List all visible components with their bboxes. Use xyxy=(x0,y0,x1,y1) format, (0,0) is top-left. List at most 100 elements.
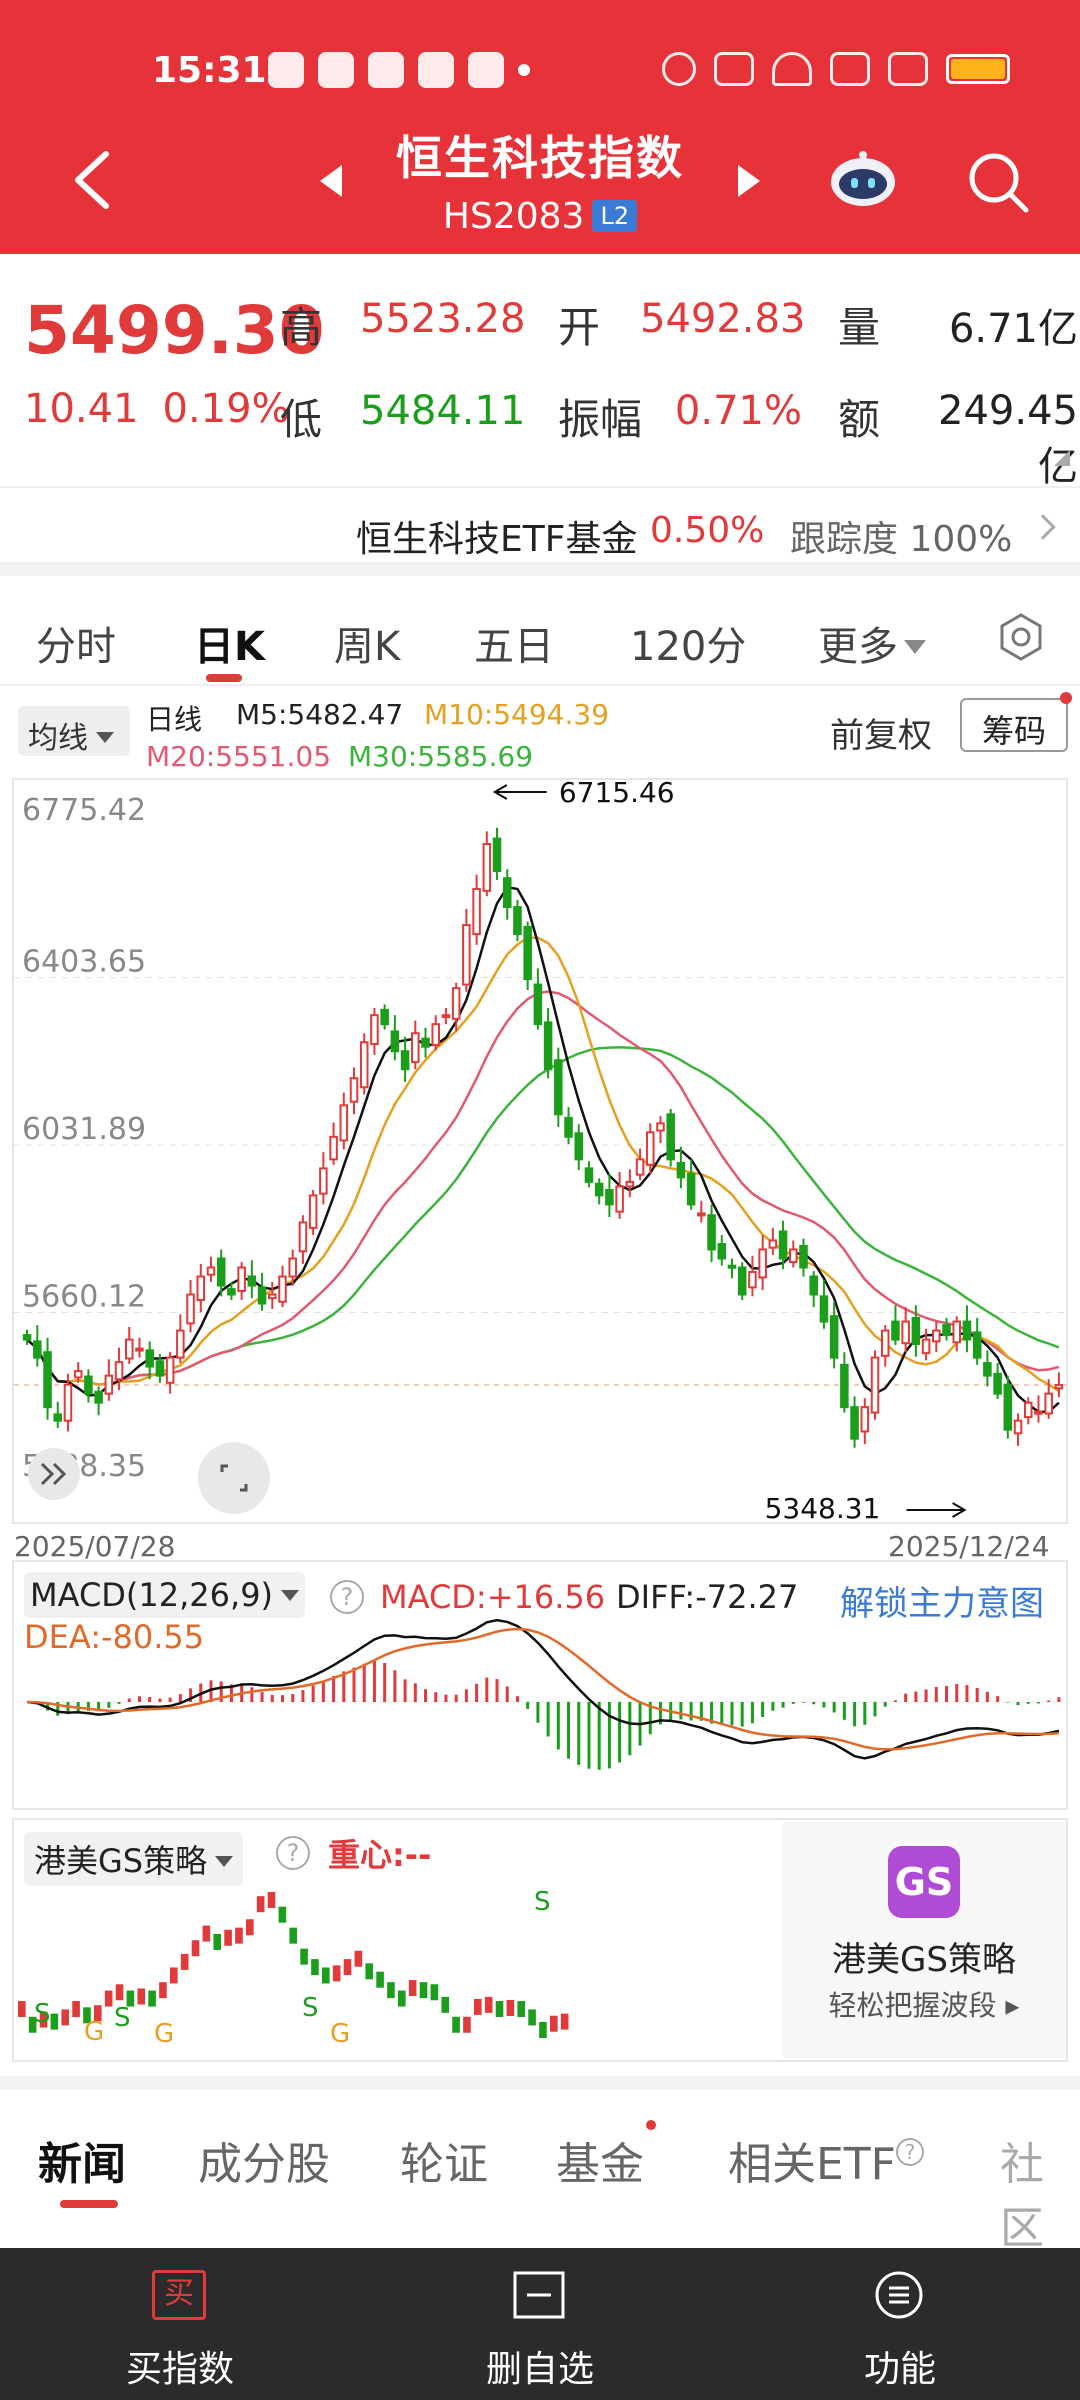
gs-bar xyxy=(72,2001,80,2018)
search-icon[interactable] xyxy=(966,150,1030,214)
candle-body xyxy=(574,1132,584,1161)
gs-bar xyxy=(311,1959,319,1976)
candle-body xyxy=(594,1182,604,1197)
candle-body xyxy=(564,1116,573,1138)
max-arrow-head xyxy=(492,784,508,800)
expand-chart-icon[interactable] xyxy=(198,1442,270,1514)
macd-svg xyxy=(14,1618,1066,1770)
gs-signal-mark: G xyxy=(154,2019,174,2049)
app-notification-icon xyxy=(368,52,404,88)
tab-weekly-k[interactable]: 周K xyxy=(334,624,401,670)
gs-bar xyxy=(202,1925,211,1942)
gs-bar xyxy=(235,1927,243,1944)
candle-body xyxy=(993,1372,1002,1395)
open-value: 5492.83 xyxy=(640,296,806,342)
low-value: 5484.11 xyxy=(360,388,526,434)
candle-body xyxy=(921,1338,931,1355)
next-stock-arrow-icon[interactable] xyxy=(738,165,760,197)
prev-stock-arrow-icon[interactable] xyxy=(320,165,342,197)
candle-body xyxy=(1054,1383,1064,1390)
candle-body xyxy=(359,1041,369,1089)
candle-body xyxy=(124,1338,134,1360)
functions-button[interactable]: 功能 xyxy=(720,2248,1080,2400)
macd-chart[interactable] xyxy=(12,1560,1068,1810)
help-icon[interactable]: ? xyxy=(276,1836,310,1870)
ma-line xyxy=(26,885,1060,1413)
candle-body xyxy=(298,1221,308,1253)
macd-selector[interactable]: MACD(12,26,9) xyxy=(24,1572,306,1618)
tab-warrants[interactable]: 轮证 xyxy=(400,2139,488,2190)
gs-bar xyxy=(528,2009,536,2026)
ma30-value: M30:5585.69 xyxy=(348,740,534,773)
gs-bar xyxy=(560,2013,569,2030)
gs-bar xyxy=(387,1982,395,1999)
candle-body xyxy=(901,1320,910,1345)
macd-selector-label: MACD(12,26,9) xyxy=(30,1576,274,1614)
gs-promo-card[interactable]: GS 港美GS策略 轻松把握波段 ▸ xyxy=(782,1822,1066,2058)
chart-settings-icon[interactable] xyxy=(996,612,1046,662)
tab-intraday[interactable]: 分时 xyxy=(36,624,116,670)
chip-distribution-button[interactable]: 筹码 xyxy=(960,698,1068,752)
candle-body xyxy=(840,1363,849,1409)
indicator-selector[interactable]: 均线 xyxy=(18,706,130,756)
ma20-value: M20:5551.05 xyxy=(146,740,332,773)
gs-selector[interactable]: 港美GS策略 xyxy=(24,1832,244,1886)
tab-related-etf[interactable]: 相关ETF xyxy=(728,2139,896,2190)
tab-daily-k[interactable]: 日K xyxy=(194,624,265,670)
help-icon[interactable]: ? xyxy=(896,2138,924,2166)
tab-news[interactable]: 新闻 xyxy=(38,2139,126,2190)
candle-body xyxy=(829,1315,839,1359)
tab-five-day[interactable]: 五日 xyxy=(474,624,554,670)
candle-body xyxy=(339,1104,349,1142)
stock-code: HS2083 L2 xyxy=(0,196,1080,237)
buy-index-button[interactable]: 买 买指数 xyxy=(0,2248,360,2400)
tab-community[interactable]: 社区 xyxy=(1000,2139,1044,2254)
candle-body xyxy=(155,1360,165,1377)
back-arrow-icon[interactable] xyxy=(70,150,114,210)
candle-body xyxy=(983,1362,992,1377)
gs-bar xyxy=(115,1984,124,2001)
remove-watchlist-button[interactable]: 删自选 xyxy=(360,2248,720,2400)
candle-body xyxy=(227,1288,236,1296)
related-etf-bar[interactable]: 恒生科技ETF基金 0.50% 跟踪度 100% xyxy=(0,486,1080,576)
notification-dot xyxy=(646,2120,656,2130)
unlock-link[interactable]: 解锁主力意图 xyxy=(840,1584,1044,1624)
gs-bar xyxy=(430,1984,439,2001)
candle-body xyxy=(656,1122,665,1132)
signal-4g-icon xyxy=(830,52,870,86)
gs-bar xyxy=(28,2016,37,2033)
candle-body xyxy=(380,1008,389,1026)
tab-funds[interactable]: 基金 xyxy=(556,2139,644,2190)
app-notification-icon xyxy=(318,52,354,88)
expand-corner-icon[interactable] xyxy=(1054,450,1070,466)
adjust-mode[interactable]: 前复权 xyxy=(830,716,932,756)
gs-bar xyxy=(159,1982,167,1999)
gs-bar xyxy=(213,1933,222,1950)
gs-bar xyxy=(289,1927,298,1944)
candle-body xyxy=(748,1271,757,1289)
candle-body xyxy=(1023,1401,1033,1419)
candle-body xyxy=(758,1248,767,1279)
gs-bar xyxy=(441,1996,450,2013)
gs-promo-title: 港美GS策略 xyxy=(832,1940,1016,1980)
candle-body xyxy=(451,987,461,1020)
more-notifications-icon xyxy=(518,64,530,76)
gs-promo-subtitle: 轻松把握波段 ▸ xyxy=(828,1989,1020,2022)
kline-chart[interactable]: 6775.42 6403.65 6031.89 5660.12 5288.35 6715… xyxy=(12,778,1068,1524)
gs-bar xyxy=(365,1963,374,1980)
tab-more[interactable]: 更多 xyxy=(818,614,926,672)
amount-value: 249.45亿 xyxy=(938,388,1078,490)
tab-120min[interactable]: 120分 xyxy=(630,624,747,670)
gs-bar xyxy=(126,1990,135,2007)
candle-body xyxy=(186,1293,195,1325)
candle-body xyxy=(870,1356,880,1414)
status-time: 15:31 xyxy=(152,50,267,91)
robot-assistant-icon[interactable] xyxy=(828,150,898,210)
candle-body xyxy=(972,1331,982,1359)
help-icon[interactable]: ? xyxy=(330,1580,364,1614)
amplitude-value: 0.71% xyxy=(674,388,802,434)
collapse-sidebar-icon[interactable] xyxy=(28,1448,80,1500)
tab-constituents[interactable]: 成分股 xyxy=(198,2139,330,2190)
